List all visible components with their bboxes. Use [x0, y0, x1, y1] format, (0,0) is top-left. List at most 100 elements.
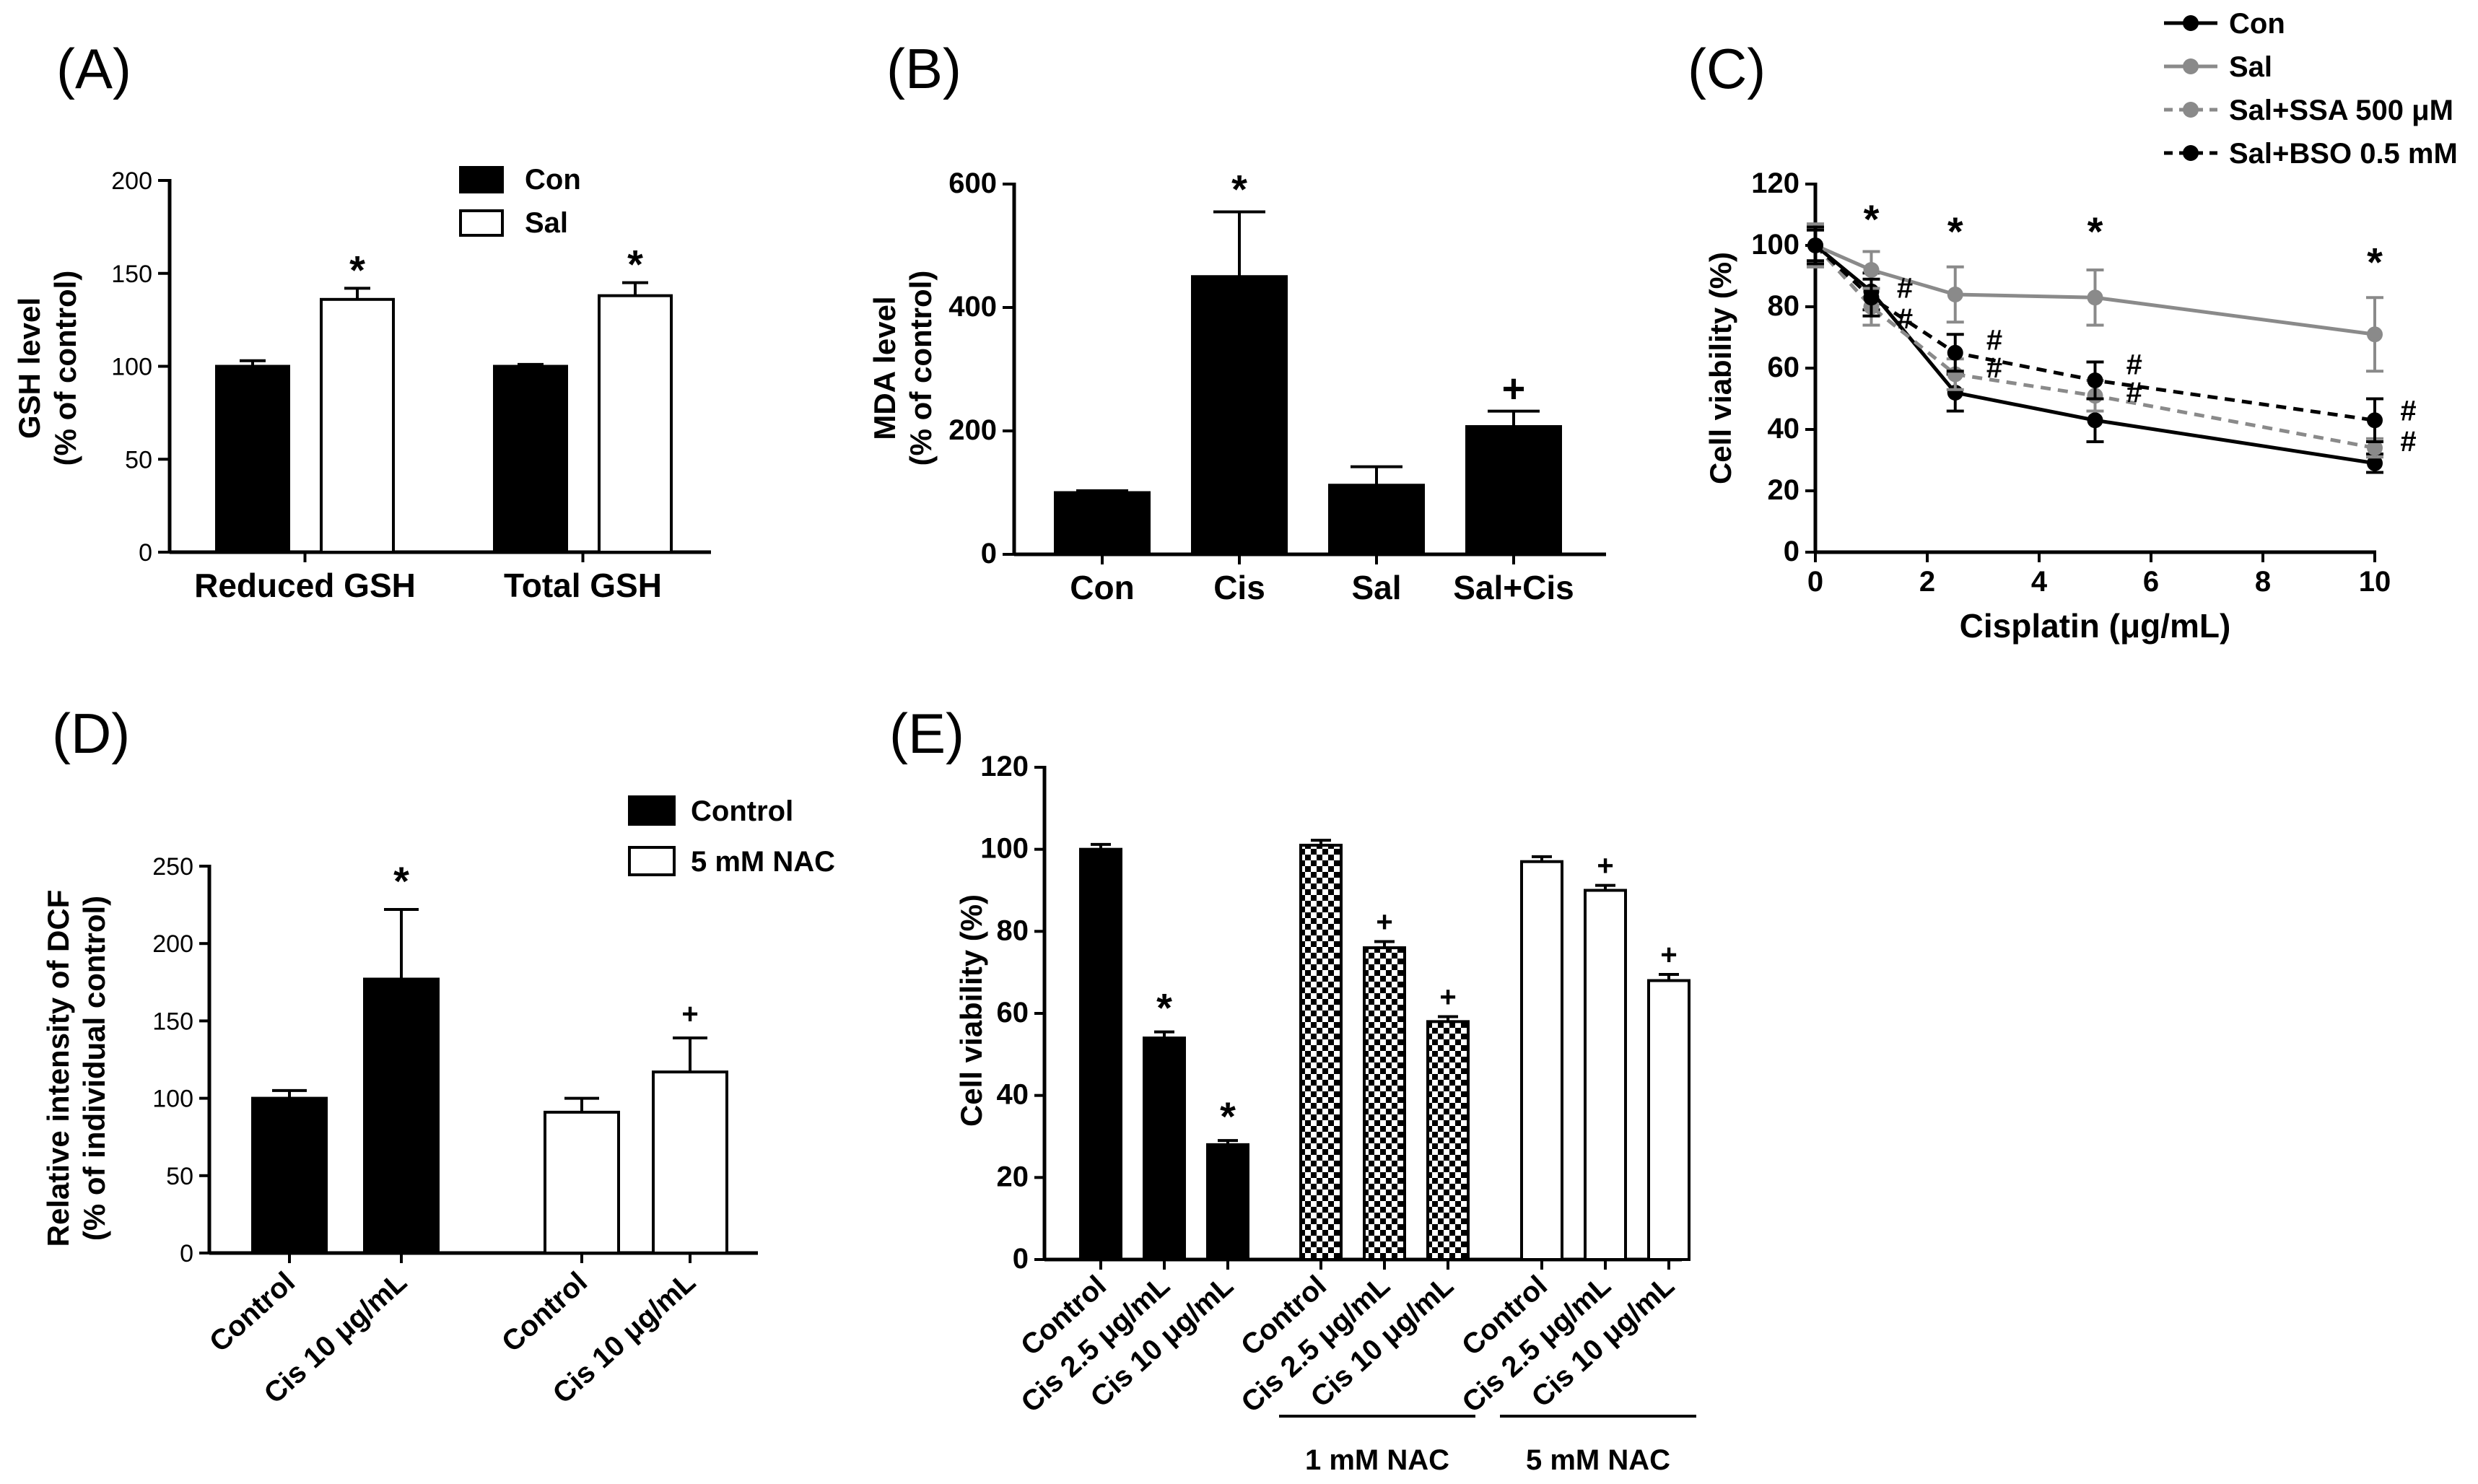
chart-e-bar: [1143, 1036, 1186, 1261]
chart-a-annotation: *: [627, 242, 643, 287]
chart-e-group-label: 1 mM NAC: [1305, 1444, 1449, 1476]
panel-c-label: (C): [1688, 37, 1766, 100]
chart-c-point: [2087, 372, 2103, 388]
chart-d-ytick-label: 50: [166, 1163, 193, 1190]
chart-e-ytick-label: 100: [980, 833, 1029, 865]
chart-e-bar: [1520, 860, 1563, 1261]
chart-a-ytick-label: 100: [111, 354, 152, 381]
chart-e-bar: [1206, 1143, 1249, 1262]
chart-b-category-label: Con: [1070, 569, 1134, 606]
chart-e-ytick-label: 80: [997, 915, 1029, 946]
chart-c-point: [1863, 289, 1880, 306]
chart-a-legend-label: Sal: [525, 207, 568, 239]
chart-c-legend-marker: [2183, 58, 2199, 74]
chart-b-ylabel: MDA level(% of control): [868, 271, 938, 466]
chart-d-legend-label: Control: [691, 795, 793, 827]
chart-e-bar: [1363, 946, 1406, 1261]
chart-b-bar: [1465, 425, 1562, 556]
chart-c-ylabel: Cell viability (%): [1703, 252, 1737, 484]
chart-c-point: [2367, 412, 2383, 429]
chart-b-annotation: +: [1502, 366, 1526, 411]
chart-e-bar: [1426, 1020, 1470, 1262]
chart-a-ytick-label: 150: [111, 261, 152, 288]
chart-c-point: [1863, 262, 1880, 278]
chart-c-point: [1947, 287, 1963, 302]
chart-c-annotation: *: [2087, 209, 2103, 254]
chart-e-annotation: +: [1660, 939, 1677, 971]
chart-c-annotation: #: [1897, 303, 1913, 335]
chart-c-annotation: #: [2400, 395, 2416, 427]
chart-c-ytick-label: 40: [1768, 413, 1800, 445]
chart-c-point: [2367, 440, 2383, 456]
chart-c-legend-label: Sal: [2229, 51, 2272, 83]
chart-a-bar: [320, 297, 395, 554]
chart-c-legend-marker: [2183, 145, 2199, 161]
chart-d-legend-swatch: [628, 795, 676, 826]
chart-d-ytick-label: 0: [180, 1240, 193, 1267]
panel-e-label: (E): [889, 702, 964, 765]
chart-d-ytick-label: 150: [152, 1008, 193, 1035]
chart-c-ytick-label: 0: [1784, 536, 1799, 567]
chart-c-xtick-label: 10: [2359, 566, 2391, 598]
chart-e-bar: [1584, 889, 1627, 1261]
chart-c-xtick-label: 6: [2143, 566, 2159, 598]
chart-b-ytick-label: 200: [948, 414, 997, 446]
panel-d-label: (D): [52, 702, 130, 765]
chart-c-point: [2087, 289, 2103, 306]
chart-c-xtick-label: 0: [1807, 566, 1823, 598]
chart-e-bar: [1299, 843, 1343, 1261]
chart-e-ytick-label: 0: [1013, 1243, 1029, 1275]
chart-c-ytick-label: 60: [1768, 352, 1800, 383]
chart-a-bar: [215, 365, 290, 554]
chart-a-legend-swatch: [459, 166, 504, 193]
chart-a-category-label: Reduced GSH: [194, 567, 416, 604]
chart-c-annotation: *: [1864, 196, 1880, 242]
panel-a-label: (A): [56, 37, 131, 100]
chart-d-category-label: Control: [496, 1266, 593, 1358]
chart-b-category-label: Sal+Cis: [1453, 569, 1574, 606]
chart-e-bar: [1647, 979, 1690, 1261]
chart-c-annotation: #: [1986, 352, 2002, 384]
chart-e-annotation: *: [1156, 985, 1172, 1031]
chart-b-bar: [1191, 275, 1288, 556]
chart-e-group-label: 5 mM NAC: [1526, 1444, 1670, 1476]
chart-c-annotation: *: [2367, 240, 2383, 285]
chart-e-ytick-label: 40: [997, 1079, 1029, 1111]
chart-c-ytick-label: 120: [1751, 167, 1799, 199]
chart-b-bar: [1054, 491, 1151, 556]
chart-d-ylabel: Relative intensity of DCF(% of individua…: [41, 890, 111, 1247]
chart-c-annotation: #: [1897, 272, 1913, 304]
chart-a-ytick-label: 50: [125, 446, 152, 473]
chart-e-bar: [1079, 847, 1122, 1261]
chart-d-ytick-label: 200: [152, 930, 193, 958]
chart-d-bar: [544, 1110, 620, 1254]
chart-c-annotation: *: [1947, 209, 1963, 254]
chart-e-annotation: +: [1439, 982, 1456, 1013]
chart-e-annotation: +: [1597, 850, 1613, 882]
chart-c-point: [2367, 326, 2383, 343]
chart-a-bar: [493, 365, 568, 554]
chart-d-category-label: Control: [204, 1266, 301, 1358]
chart-e-ytick-label: 20: [997, 1161, 1029, 1192]
chart-b-ytick-label: 0: [981, 538, 997, 569]
chart-c-point: [1947, 344, 1963, 361]
chart-c-ytick-label: 80: [1768, 290, 1800, 322]
chart-c-ytick-label: 100: [1751, 229, 1799, 261]
chart-a-category-label: Total GSH: [504, 567, 662, 604]
chart-c-annotation: #: [2126, 349, 2142, 381]
chart-d-legend-label: 5 mM NAC: [691, 846, 835, 878]
chart-b-category-label: Sal: [1351, 569, 1401, 606]
chart-d-bar: [652, 1070, 728, 1254]
chart-c-point: [1807, 237, 1823, 253]
chart-a-ylabel: GSH level(% of control): [12, 271, 82, 466]
chart-e-annotation: +: [1376, 907, 1392, 938]
chart-c-xlabel: Cisplatin (μg/mL): [1960, 607, 2231, 645]
chart-c-ytick-label: 20: [1768, 474, 1800, 506]
chart-c-point: [2367, 455, 2383, 471]
chart-d-annotation: +: [681, 998, 698, 1030]
chart-c-annotation: #: [1986, 325, 2002, 357]
chart-b-ytick-label: 400: [948, 291, 997, 323]
chart-d-ytick-label: 250: [152, 853, 193, 881]
chart-d-ytick-label: 100: [152, 1086, 193, 1113]
